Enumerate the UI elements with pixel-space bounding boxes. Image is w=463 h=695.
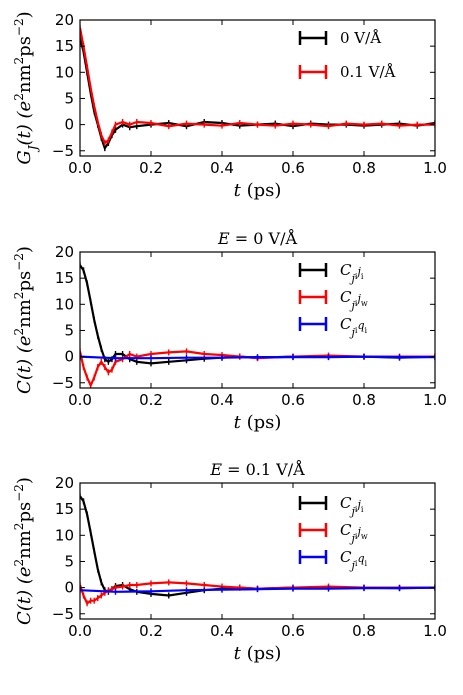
series-2: [80, 579, 435, 607]
x-tick-label: 0.4: [210, 622, 234, 640]
chart-panel-3: E = 0.1 V/Å 0.0 0.2 0.4 0.6 0.8 1.0 −5 0 5 10 15 20 t…: [12, 459, 447, 664]
x-axis-label: t (ps): [234, 643, 282, 664]
x-axis-label: t (ps): [234, 412, 282, 433]
legend-item: 0.1 V/Å: [298, 63, 396, 81]
chart-panel-2: E = 0 V/Å 0.0 0.2 0.4 0.6 0.8 1.0 −5 0 5 10 15 20 t (…: [12, 228, 447, 433]
y-tick-label: 10: [55, 63, 74, 81]
y-tick-label: 5: [64, 552, 74, 570]
x-tick-label: 0.0: [68, 159, 92, 177]
y-tick-label: 20: [55, 474, 74, 492]
x-tick-label: 0.8: [352, 159, 376, 177]
legend-label: Cjiqi: [340, 315, 368, 339]
x-tick-label: 1.0: [423, 622, 447, 640]
x-tick-label: 0.0: [68, 622, 92, 640]
y-tick-label: −5: [52, 605, 74, 623]
legend-label: 0.1 V/Å: [340, 63, 396, 81]
x-tick-label: 0.6: [281, 622, 305, 640]
y-tick-label: 0: [64, 116, 74, 134]
legend-item: Cjijw: [298, 521, 368, 545]
plot-frame: [79, 251, 436, 389]
y-axis-label: C(t) (e2nm2ps−2): [12, 477, 35, 625]
plot-frame: [79, 19, 436, 157]
y-tick-label: 15: [55, 269, 74, 287]
chart-title: E = 0 V/Å: [217, 228, 297, 248]
legend: 0 V/Å 0.1 V/Å: [298, 29, 396, 81]
legend-item: Cjijw: [298, 288, 368, 312]
legend-label: Cjiqi: [340, 548, 368, 572]
y-tick-label: 10: [55, 295, 74, 313]
x-tick-label: 1.0: [423, 159, 447, 177]
series-1: [80, 262, 435, 367]
series-1: [80, 493, 435, 599]
y-tick-label: 20: [55, 11, 74, 29]
legend-item: Cjiji: [298, 261, 364, 285]
y-axis-label: C(t) (e2nm2ps−2): [12, 246, 35, 394]
legend-item: Cjiqi: [298, 315, 368, 339]
x-tick-label: 0.8: [352, 391, 376, 409]
series-line: [80, 38, 435, 151]
series-line: [80, 581, 435, 605]
x-tick-label: 0.2: [139, 622, 163, 640]
series-3: [80, 584, 435, 595]
y-tick-label: 15: [55, 37, 74, 55]
x-tick-label: 0.6: [281, 391, 305, 409]
x-tick-label: 0.4: [210, 159, 234, 177]
y-tick-label: 20: [55, 243, 74, 261]
y-tick-label: 15: [55, 500, 74, 518]
x-tick-label: 0.2: [139, 159, 163, 177]
legend-item: Cjiji: [298, 494, 364, 518]
legend-label: Cjiji: [340, 494, 364, 518]
x-axis-label: t (ps): [234, 180, 282, 201]
x-tick-label: 0.2: [139, 391, 163, 409]
chart-title: E = 0.1 V/Å: [209, 459, 305, 479]
y-tick-label: −5: [52, 142, 74, 160]
legend-item: 0 V/Å: [298, 29, 381, 47]
legend-label: Cjijw: [340, 521, 368, 545]
legend-item: Cjiqi: [298, 548, 368, 572]
x-tick-label: 1.0: [423, 391, 447, 409]
y-tick-label: 10: [55, 526, 74, 544]
legend: Cjiji Cjijw Cjiqi: [298, 494, 368, 572]
legend-label: Cjijw: [340, 288, 368, 312]
legend: Cjiji Cjijw Cjiqi: [298, 261, 368, 339]
x-tick-label: 0.6: [281, 159, 305, 177]
series-1: [80, 35, 435, 152]
legend-label: 0 V/Å: [340, 29, 381, 47]
legend-label: Cjiji: [340, 261, 364, 285]
x-tick-label: 0.4: [210, 391, 234, 409]
y-tick-label: 5: [64, 89, 74, 107]
plot-frame: [79, 482, 436, 620]
x-tick-label: 0.0: [68, 391, 92, 409]
chart-panel-1: 0.0 0.2 0.4 0.6 0.8 1.0 −5 0 5 10 15 20 t (ps) GJ(t) …: [12, 11, 447, 201]
y-tick-label: 0: [64, 579, 74, 597]
x-tick-label: 0.8: [352, 622, 376, 640]
y-tick-label: 0: [64, 348, 74, 366]
y-tick-label: 5: [64, 321, 74, 339]
series-line: [80, 264, 435, 365]
series-3: [80, 353, 435, 362]
y-axis-label: GJ(t) (e2nm2ps−2): [12, 11, 40, 164]
series-line: [80, 495, 435, 597]
y-tick-label: −5: [52, 374, 74, 392]
